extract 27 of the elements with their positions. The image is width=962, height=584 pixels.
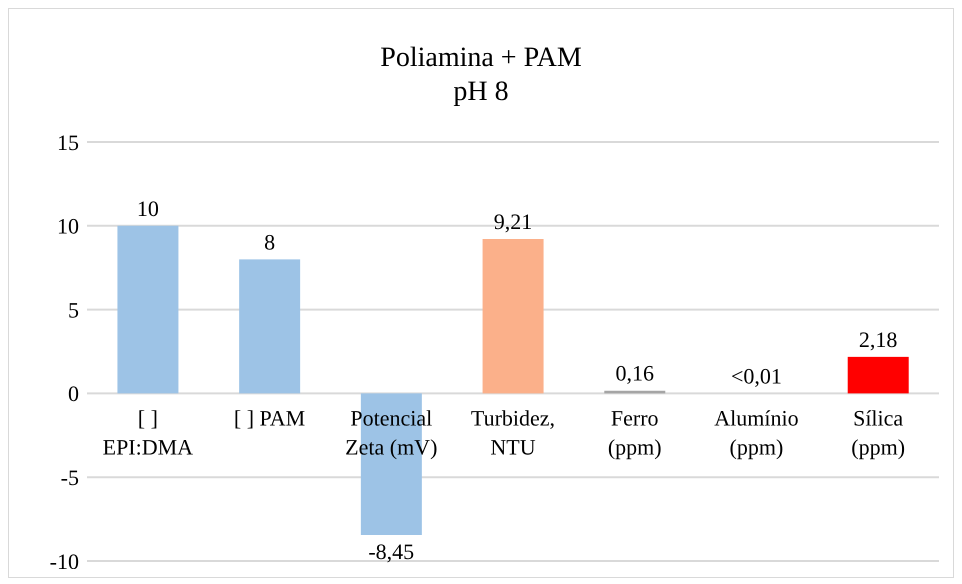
- x-tick-label: [ ] PAM: [234, 405, 306, 430]
- x-tick-label: Ferro (ppm): [608, 405, 662, 460]
- y-tick-label: -5: [60, 465, 79, 490]
- x-tick-label: Turbidez, NTU: [470, 405, 556, 460]
- x-tick-label: Sílica (ppm): [851, 405, 906, 460]
- x-tick-label: Potencial Zeta (mV): [345, 405, 438, 460]
- data-label: 0,16: [615, 360, 654, 386]
- chart-subtitle: pH 8: [452, 75, 510, 109]
- chart-title: Poliamina + PAM: [379, 41, 583, 75]
- bar: [482, 239, 544, 394]
- data-label: 9,21: [494, 209, 532, 234]
- y-tick-label: -10: [50, 548, 79, 574]
- x-tick-label: [ ] EPI:DMA: [102, 405, 194, 460]
- y-tick-label: 15: [57, 130, 79, 155]
- x-tick-label: Alumínio (ppm): [714, 405, 799, 460]
- bar: [604, 390, 666, 394]
- data-label: 10: [136, 196, 159, 221]
- bar: [848, 356, 909, 394]
- y-tick-label: 0: [68, 381, 79, 406]
- bar: [117, 226, 178, 394]
- y-tick-label: 10: [57, 214, 79, 239]
- data-label: -8,45: [368, 539, 414, 564]
- data-label: 8: [264, 229, 276, 254]
- data-label: <0,01: [730, 363, 782, 388]
- data-label: 2,18: [858, 326, 898, 352]
- bar: [239, 259, 300, 394]
- y-tick-label: 5: [68, 297, 79, 322]
